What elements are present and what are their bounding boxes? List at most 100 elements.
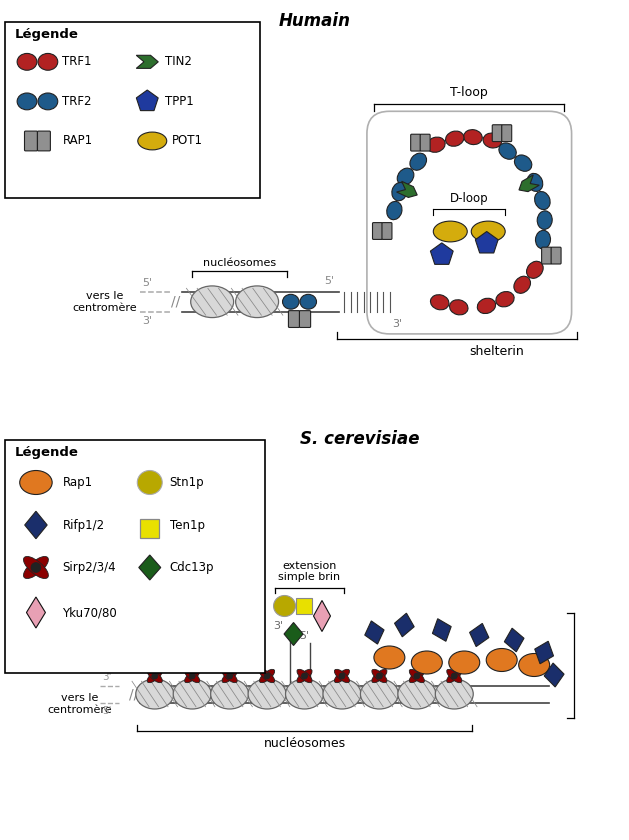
Ellipse shape [138,132,167,150]
Ellipse shape [464,129,482,144]
Ellipse shape [433,221,467,242]
Ellipse shape [136,679,174,709]
Polygon shape [504,628,524,652]
Ellipse shape [535,230,550,249]
Ellipse shape [17,54,37,71]
Ellipse shape [430,295,449,310]
Ellipse shape [31,563,41,572]
FancyBboxPatch shape [420,134,430,151]
Ellipse shape [300,294,316,309]
Text: vers le
centromère: vers le centromère [72,291,137,312]
Polygon shape [313,601,330,632]
Ellipse shape [147,669,162,683]
Text: 3': 3' [274,621,284,631]
Ellipse shape [248,679,286,709]
Polygon shape [432,619,451,641]
Ellipse shape [537,211,552,229]
Ellipse shape [38,54,58,71]
FancyBboxPatch shape [411,134,421,151]
Ellipse shape [147,669,162,683]
Ellipse shape [282,294,299,309]
FancyBboxPatch shape [502,125,512,142]
Text: vers le
centromère: vers le centromère [48,693,112,715]
Polygon shape [519,175,539,192]
Ellipse shape [447,669,462,683]
Ellipse shape [447,669,462,683]
Ellipse shape [335,669,350,683]
FancyBboxPatch shape [382,223,392,239]
Text: Cdc13p: Cdc13p [170,561,214,574]
Ellipse shape [409,669,425,683]
Text: 5': 5' [299,631,309,641]
Ellipse shape [427,137,445,152]
Ellipse shape [222,669,237,683]
Text: 5': 5' [142,278,152,288]
Ellipse shape [411,651,442,674]
Polygon shape [139,555,161,580]
Polygon shape [394,613,414,637]
Ellipse shape [409,669,425,683]
Polygon shape [365,621,384,644]
FancyBboxPatch shape [38,131,50,151]
Ellipse shape [19,470,52,495]
Text: 3': 3' [392,318,402,328]
Ellipse shape [435,679,473,709]
Text: RAP1: RAP1 [62,134,92,148]
Bar [140,518,159,538]
Ellipse shape [451,673,457,679]
Ellipse shape [260,669,275,683]
FancyBboxPatch shape [551,247,561,264]
Polygon shape [136,90,158,111]
Ellipse shape [335,669,350,683]
Ellipse shape [323,679,361,709]
Polygon shape [544,663,564,687]
FancyBboxPatch shape [493,125,502,142]
Ellipse shape [448,651,480,674]
Text: TRF2: TRF2 [62,95,92,108]
Ellipse shape [236,286,279,318]
FancyBboxPatch shape [299,311,311,328]
Ellipse shape [137,470,162,495]
Ellipse shape [414,673,420,679]
Text: Ten1p: Ten1p [170,518,204,532]
Text: TRF1: TRF1 [62,55,92,68]
Ellipse shape [173,679,211,709]
Ellipse shape [274,596,296,617]
Text: Rap1: Rap1 [62,476,92,489]
FancyBboxPatch shape [5,440,265,673]
Ellipse shape [387,202,402,220]
Ellipse shape [211,679,248,709]
Ellipse shape [191,286,233,318]
Ellipse shape [372,669,387,683]
Text: //: // [171,295,181,309]
Ellipse shape [301,673,308,679]
Ellipse shape [222,669,237,683]
Polygon shape [136,55,159,68]
Text: TPP1: TPP1 [165,95,194,108]
Ellipse shape [339,673,345,679]
Text: shelterin: shelterin [469,344,524,358]
Ellipse shape [152,673,158,679]
Text: Légende: Légende [15,29,79,41]
Ellipse shape [477,298,496,313]
Ellipse shape [445,131,464,146]
FancyBboxPatch shape [367,111,572,333]
Polygon shape [535,641,554,664]
Polygon shape [476,232,498,253]
Ellipse shape [499,143,516,160]
Ellipse shape [260,669,275,683]
Ellipse shape [535,192,550,209]
Text: 3': 3' [142,316,152,326]
Ellipse shape [360,679,398,709]
Ellipse shape [264,673,270,679]
Ellipse shape [23,556,48,579]
Text: POT1: POT1 [172,134,203,148]
FancyBboxPatch shape [542,247,552,264]
Polygon shape [25,512,47,538]
FancyBboxPatch shape [372,223,382,239]
Text: 5': 5' [325,276,335,286]
Ellipse shape [450,300,468,315]
Ellipse shape [185,669,200,683]
Text: 3': 3' [103,673,112,682]
Ellipse shape [297,669,312,683]
